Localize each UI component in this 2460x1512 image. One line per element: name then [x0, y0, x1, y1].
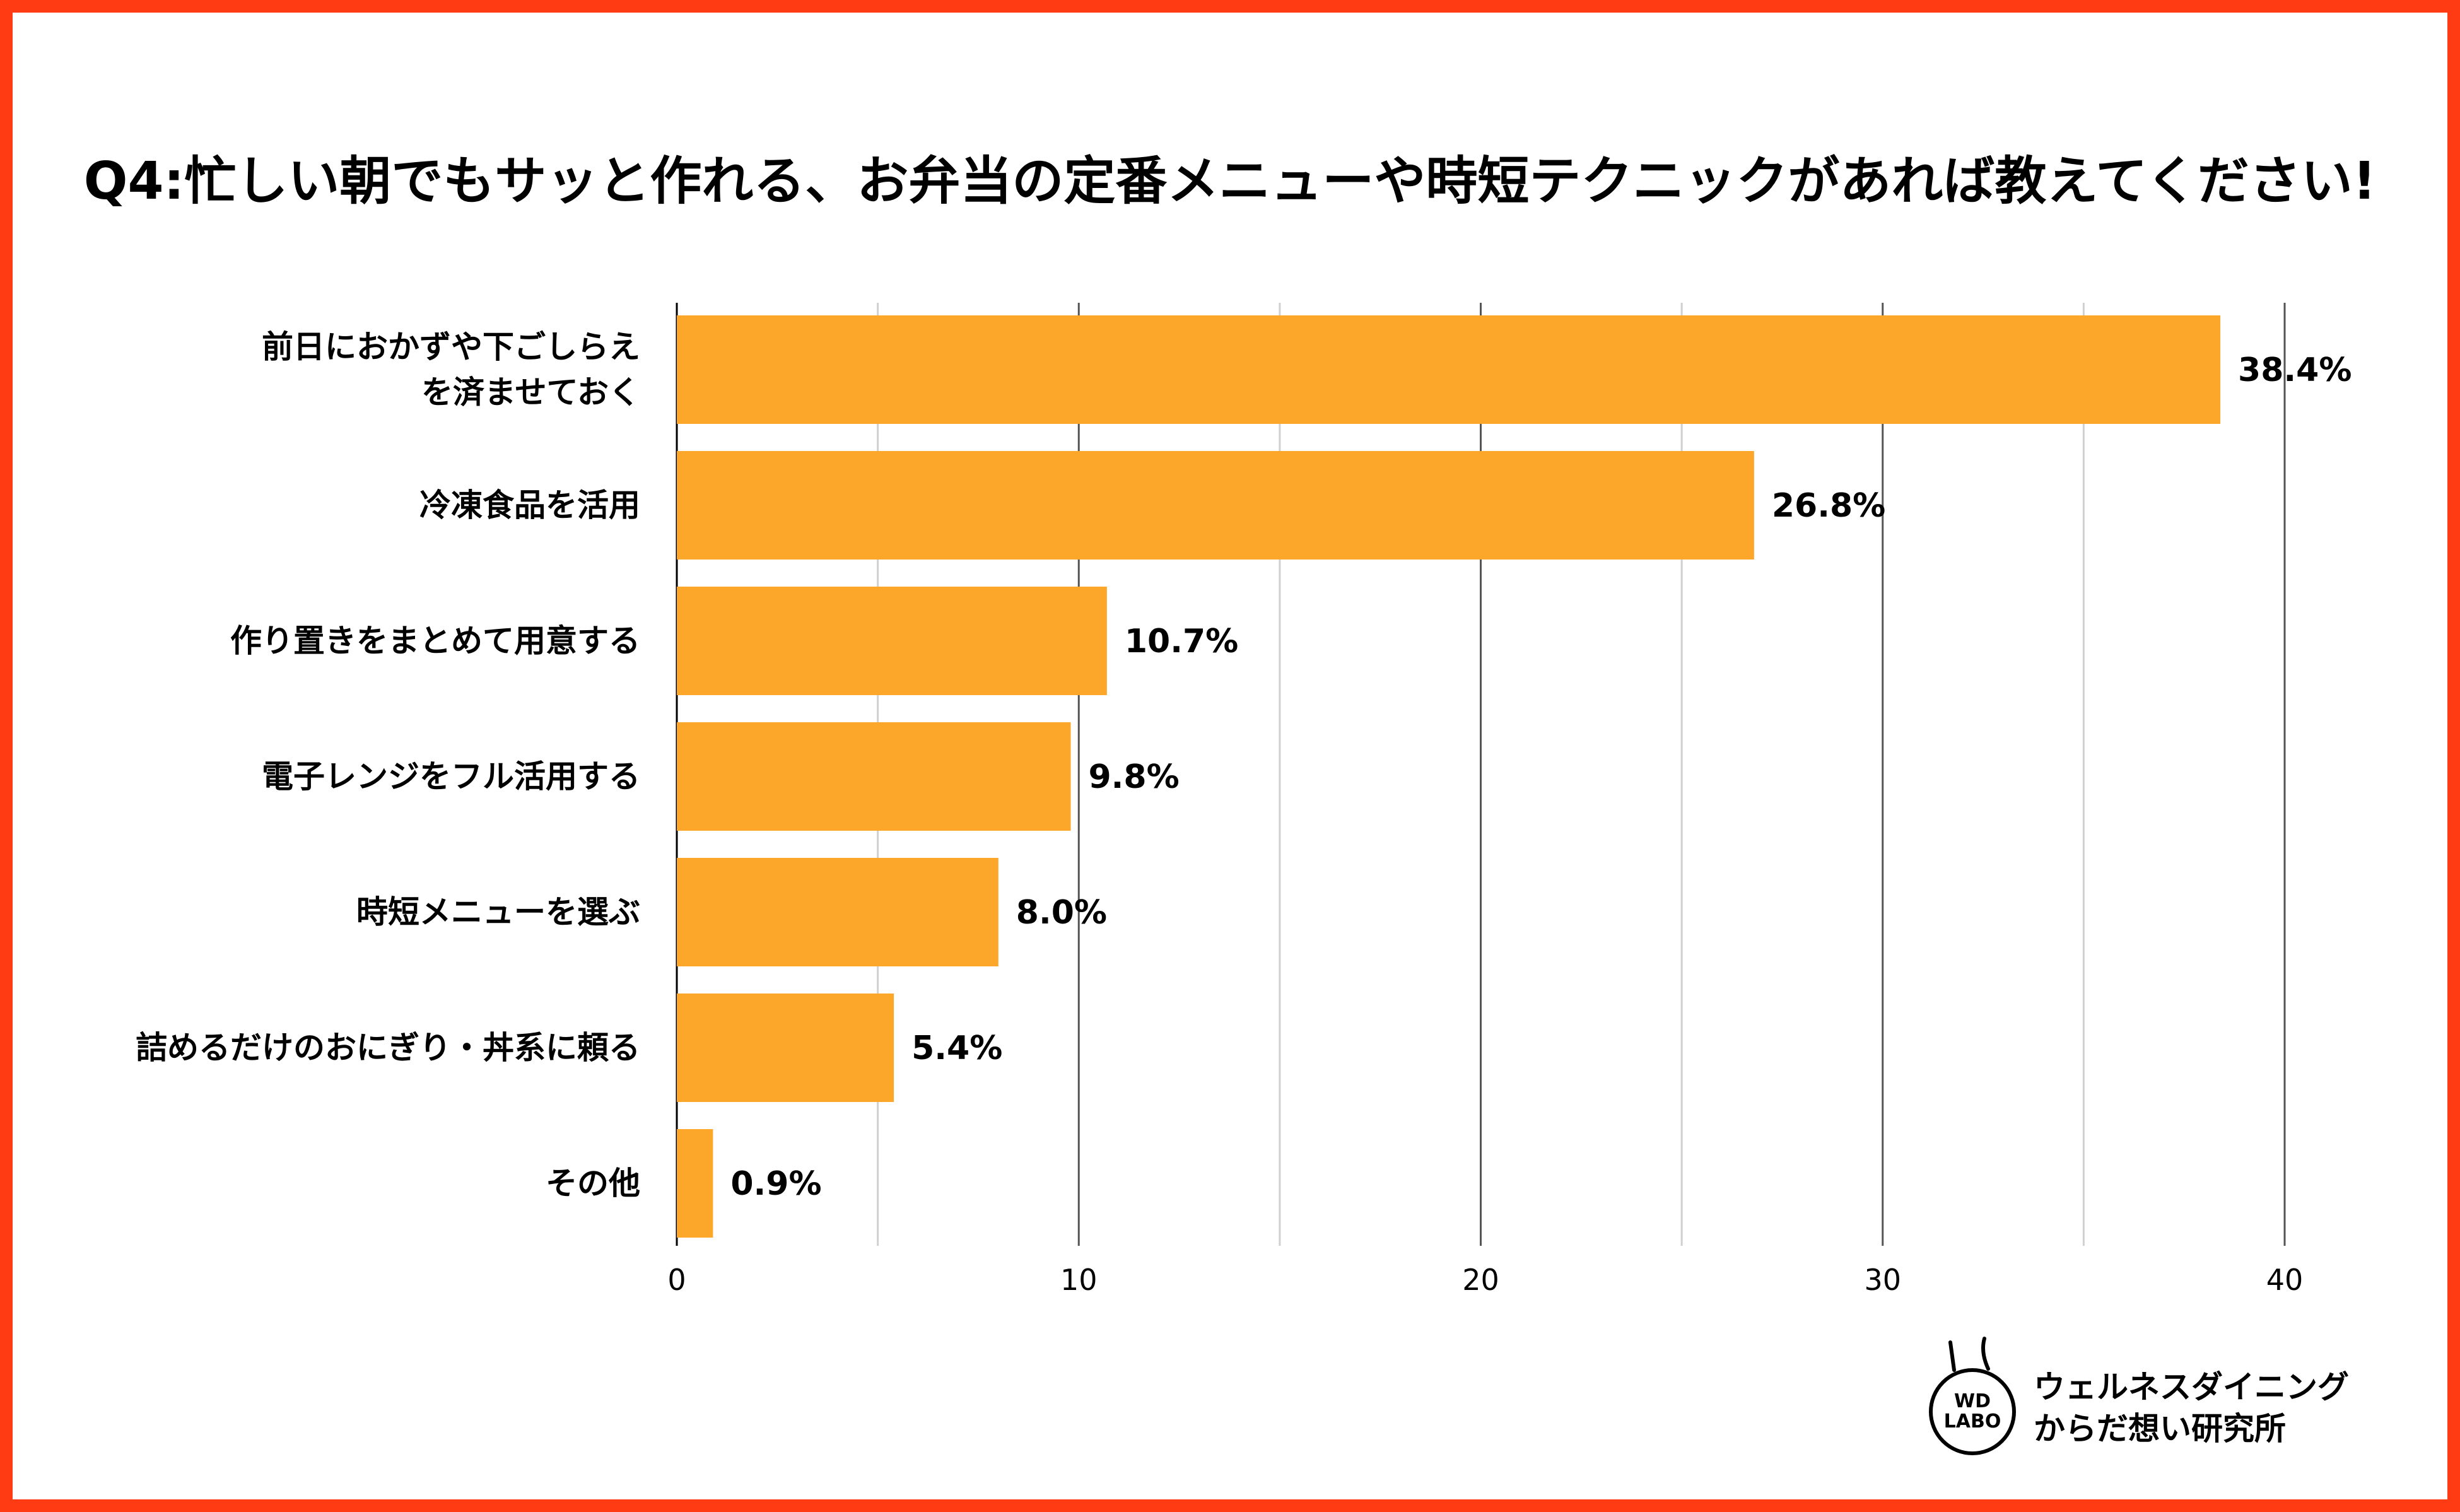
category-label: 前日におかずや下ごしらえを済ませておく	[262, 329, 640, 411]
bar-value-label: 10.7%	[1125, 623, 1238, 660]
bar	[677, 315, 2221, 424]
bar	[677, 451, 1754, 560]
category-label: その他	[546, 1165, 640, 1202]
category-label-line: 電子レンジをフル活用する	[262, 758, 640, 795]
bar-value-label: 38.4%	[2238, 351, 2352, 389]
bar-value-label: 5.4%	[911, 1029, 1002, 1067]
bar-value-label: 8.0%	[1016, 894, 1107, 932]
bars	[677, 315, 2221, 1238]
category-label-line: 詰めるだけのおにぎり・丼系に頼る	[136, 1029, 640, 1066]
wd-labo-logo	[1929, 1337, 2016, 1455]
brand-name-line2: からだ想い研究所	[2034, 1410, 2286, 1447]
category-label-line: その他	[546, 1165, 640, 1202]
category-label: 作り置きをまとめて用意する	[230, 623, 640, 659]
bar	[677, 722, 1071, 831]
category-label: 時短メニューを選ぶ	[356, 894, 640, 930]
logo-text-line1: WD	[1954, 1390, 1991, 1412]
bar	[677, 1129, 713, 1238]
logo-text: WD LABO	[1940, 1392, 2005, 1432]
logo-text-line2: LABO	[1943, 1410, 2001, 1433]
labels: 0 10 20 30 40 38.4% 前日におかずや下ごしらえを済ませておく 26.8% 冷凍…	[136, 329, 2352, 1297]
bar-value-label: 9.8%	[1089, 758, 1180, 796]
x-tick-label: 40	[2266, 1263, 2304, 1297]
bar	[677, 993, 894, 1102]
category-label: 電子レンジをフル活用する	[262, 758, 640, 795]
bar	[677, 587, 1107, 695]
brand-name-line1: ウェルネスダイニング	[2034, 1369, 2349, 1405]
x-tick-label: 30	[1864, 1263, 1901, 1297]
x-tick-label: 10	[1060, 1263, 1098, 1297]
x-tick-label: 20	[1462, 1263, 1499, 1297]
category-label-line: 作り置きをまとめて用意する	[230, 623, 640, 659]
category-label-line: 冷凍食品を活用	[419, 487, 640, 524]
category-label-line: を済ませておく	[421, 374, 640, 411]
brand-name: ウェルネスダイニング からだ想い研究所	[2034, 1366, 2349, 1450]
brand-signature: WD LABO ウェルネスダイニング からだ想い研究所	[1923, 1331, 2364, 1457]
bar	[677, 858, 999, 966]
category-label-line: 時短メニューを選ぶ	[356, 894, 640, 930]
category-label: 詰めるだけのおにぎり・丼系に頼る	[136, 1029, 640, 1066]
category-label-line: 前日におかずや下ごしらえ	[262, 329, 640, 365]
x-tick-label: 0	[667, 1263, 686, 1297]
chart-title: Q4:忙しい朝でもサッと作れる、お弁当の定番メニューや時短テクニックがあれば教え…	[83, 151, 2377, 211]
category-label: 冷凍食品を活用	[419, 487, 640, 524]
bar-value-label: 0.9%	[730, 1165, 821, 1203]
bar-value-label: 26.8%	[1772, 487, 1885, 525]
